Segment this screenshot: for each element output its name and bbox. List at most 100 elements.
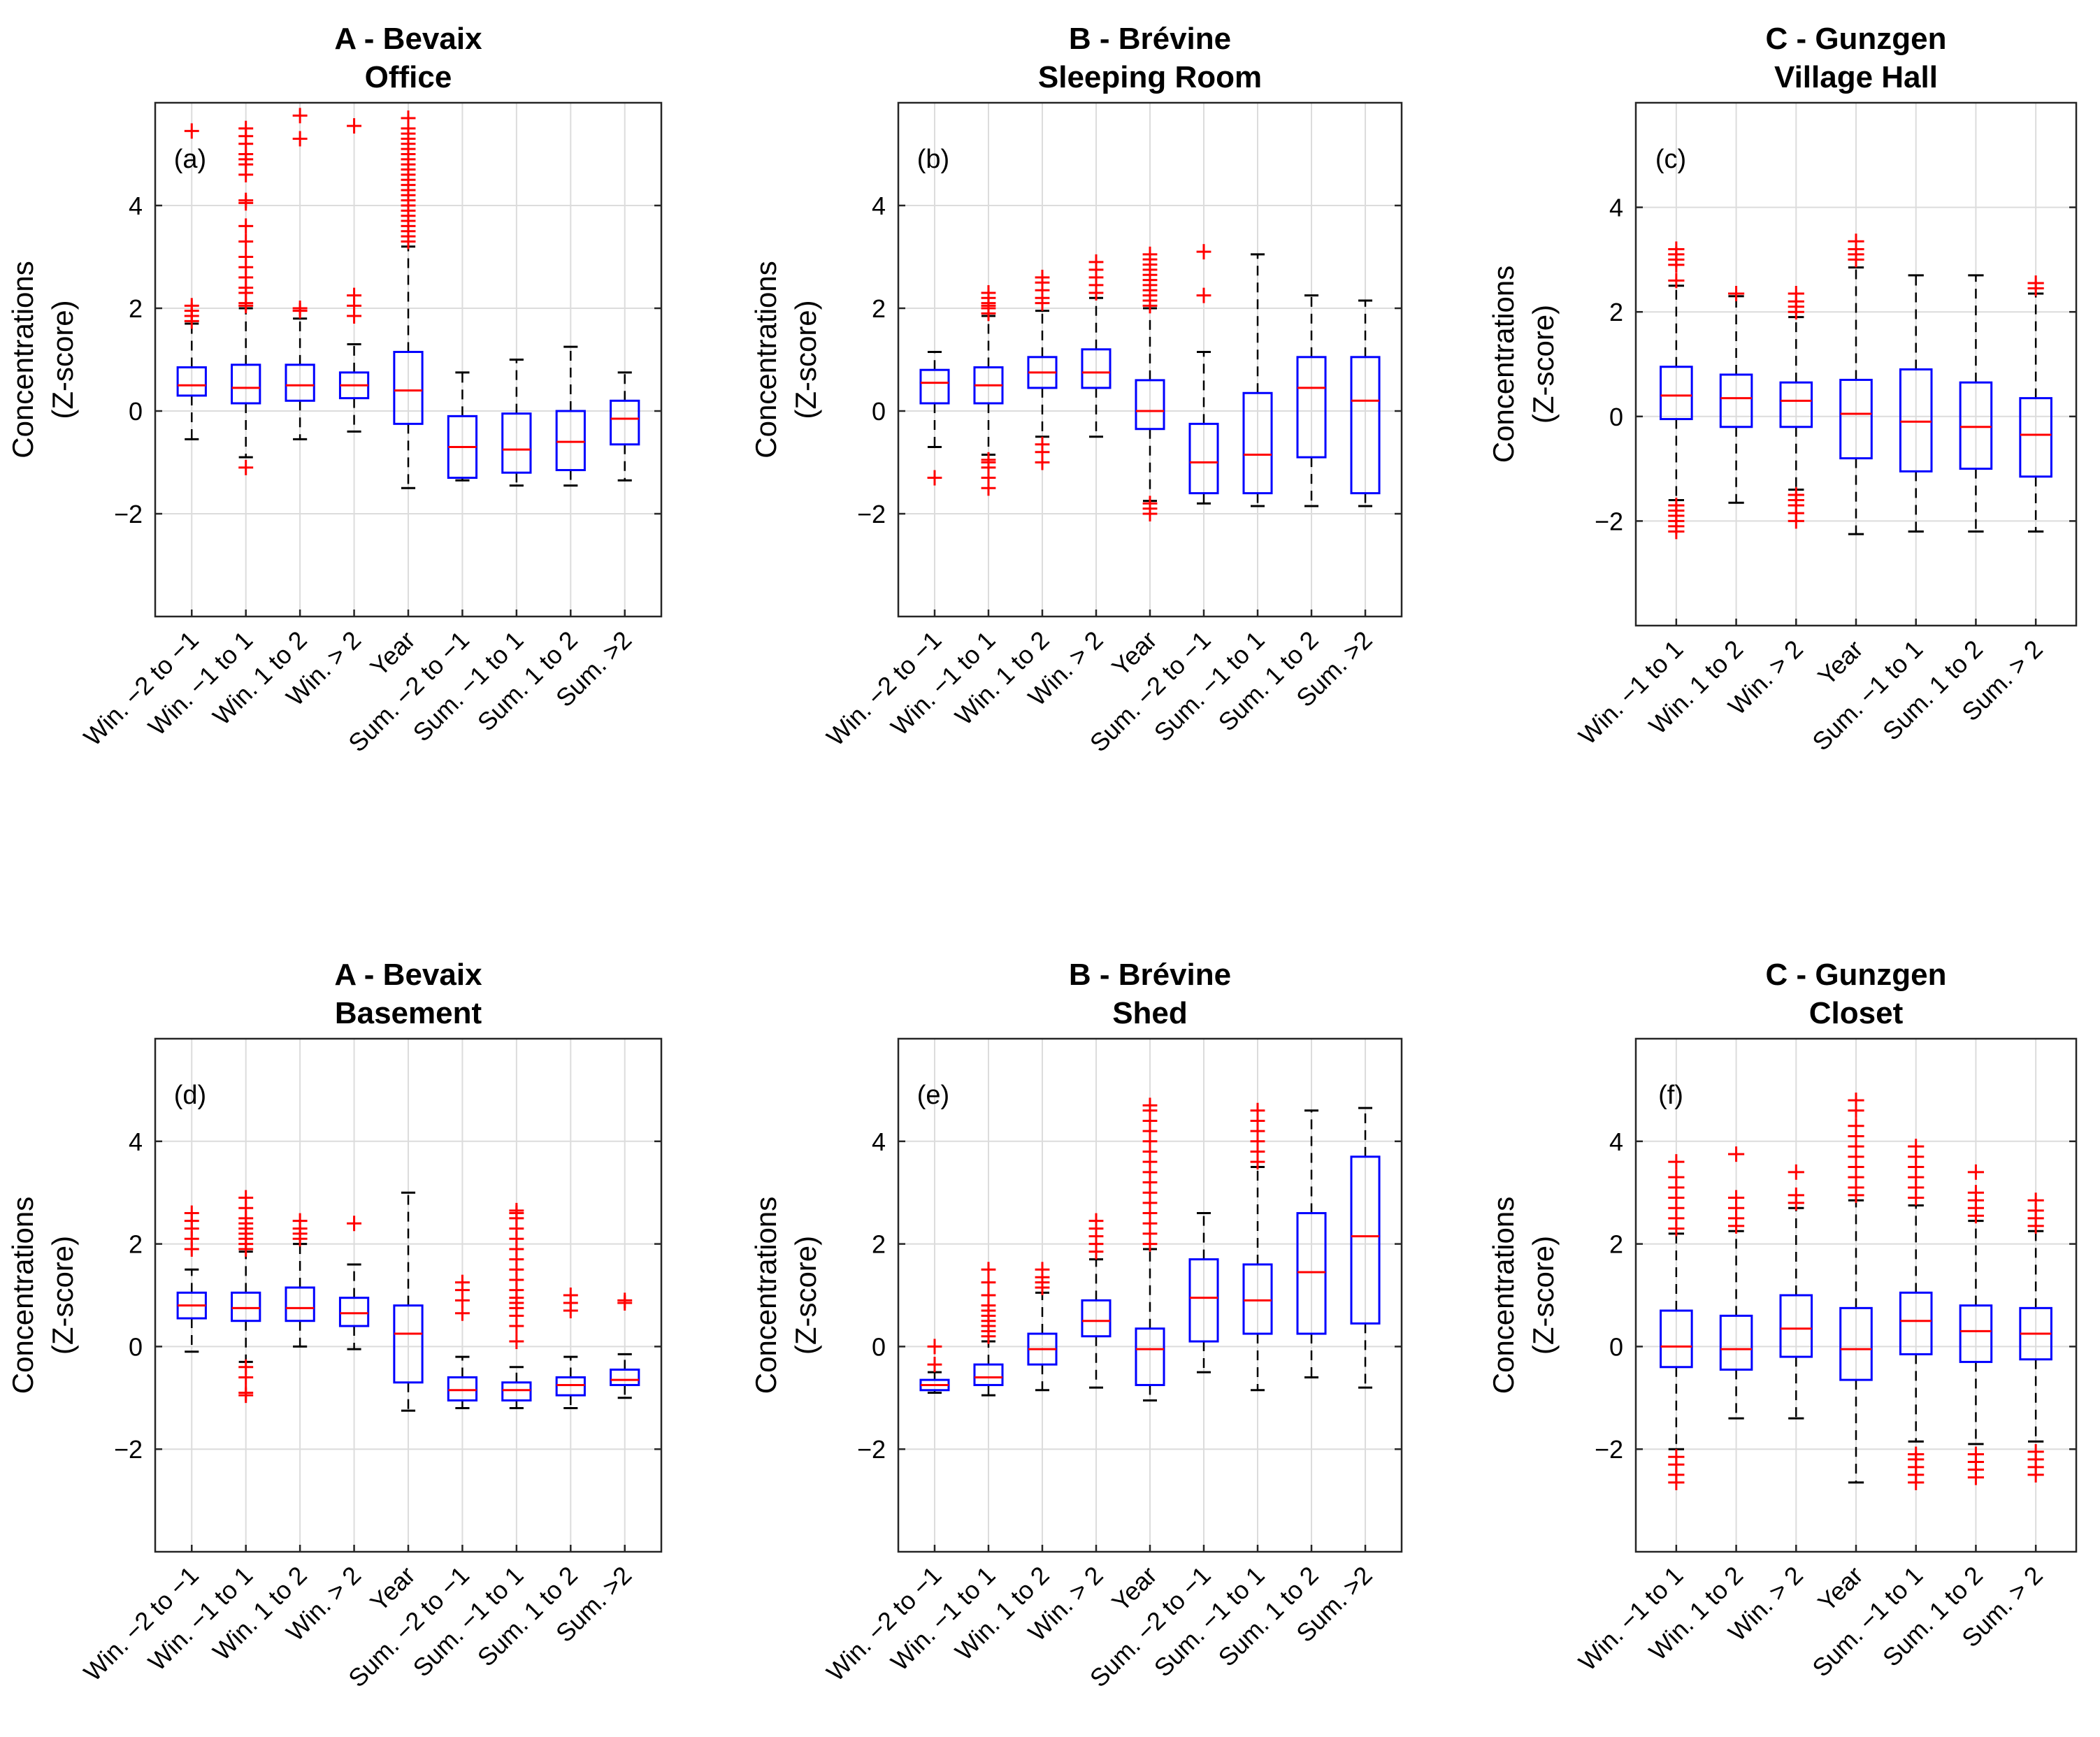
box-6 [1188,1212,1219,1374]
box-4 [1081,1213,1112,1389]
iqr-box [501,412,532,474]
y-axis-label: Concentrations [749,1197,782,1394]
y-tick-label: −2 [857,500,886,528]
outlier-marker [1668,1449,1685,1465]
y-tick-label: 2 [129,1230,143,1259]
iqr-box [1081,1299,1112,1338]
outlier-marker [184,298,199,314]
iqr-box [1839,378,1873,460]
iqr-box [1719,1314,1753,1371]
outlier-marker [1788,1164,1804,1180]
outlier-marker [401,110,416,127]
outlier-marker [1668,1169,1685,1185]
box-2 [1719,1146,1753,1420]
outlier-marker [347,118,362,134]
box-5 [393,110,424,489]
chart-subtitle: Shed [1112,996,1188,1030]
box-5 [1899,274,1933,533]
box-6 [1959,1164,1993,1485]
outlier-marker [1727,1190,1745,1206]
outlier-marker [2027,1443,2044,1459]
outlier-marker [1088,254,1104,270]
y-tick-label: −2 [1595,507,1623,535]
chart-subtitle: Closet [1809,996,1904,1030]
y-tick-label: 4 [1609,194,1623,222]
outlier-marker [1727,286,1745,302]
iqr-box [1959,1304,1993,1363]
outlier-marker [1035,436,1050,452]
box-7 [2019,1192,2052,1483]
iqr-box [1135,1327,1165,1386]
outlier-marker [1967,1446,1985,1462]
outlier-marker [454,1305,470,1321]
box-7 [2019,275,2052,533]
iqr-box [555,410,586,472]
iqr-box [1350,1155,1381,1325]
outlier-marker [927,1357,942,1373]
box-9 [1350,1107,1381,1389]
outlier-marker [2027,275,2044,291]
outlier-marker [1196,244,1211,260]
outlier-marker [1142,1097,1158,1113]
outlier-marker [1142,246,1158,262]
iqr-box [1719,373,1753,428]
y-tick-label: 0 [1609,403,1623,431]
outlier-marker [1908,1139,1925,1155]
iqr-box [1899,1291,1933,1355]
iqr-box [555,1376,586,1397]
box-1 [919,1339,950,1394]
chart-title: B - Brévine [1069,22,1231,56]
y-tick-label: 2 [872,294,886,323]
y-tick-label: 0 [129,1332,143,1361]
box-4 [1839,233,1873,535]
outlier-marker [1196,287,1211,303]
outlier-marker [1848,1093,1864,1109]
iqr-box [1135,379,1165,431]
y-tick-label: 0 [872,1332,886,1361]
outlier-marker [1668,497,1685,513]
box-8 [1296,1109,1327,1378]
chart-subtitle: Office [365,60,452,94]
chart-subtitle: Village Hall [1774,60,1938,94]
chart-subtitle: Sleeping Room [1038,60,1262,94]
iqr-box [1081,348,1112,389]
chart-title: C - Gunzgen [1765,958,1946,992]
box-8 [1296,294,1327,507]
chart-title: C - Gunzgen [1765,22,1946,56]
iqr-box [1779,1294,1813,1358]
outlier-marker [238,233,254,250]
iqr-box [2019,397,2052,478]
iqr-box [1899,368,1933,473]
chart-title: A - Bevaix [334,958,482,992]
y-axis-label-unit: (Z-score) [46,1236,79,1355]
box-8 [555,345,586,487]
box-2 [231,120,261,475]
iqr-box [231,1291,261,1322]
outlier-marker [184,123,199,139]
outlier-marker [1967,1185,1985,1201]
outlier-marker [292,131,308,147]
box-1 [1660,1154,1693,1490]
y-tick-label: 4 [872,1127,886,1156]
y-axis-label-unit: (Z-score) [789,300,822,419]
outlier-marker [238,1190,254,1206]
outlier-marker [347,287,362,303]
outlier-marker [927,470,942,486]
iqr-box [1242,391,1273,495]
iqr-box [919,368,950,405]
outlier-marker [184,1205,199,1221]
box-5 [393,1191,424,1412]
iqr-box [338,1297,370,1327]
box-7 [501,1202,532,1409]
outlier-marker [617,1292,633,1309]
iqr-box [973,1363,1004,1386]
y-axis-label: Concentrations [749,261,782,459]
outlier-marker [292,108,308,124]
box-2 [231,1190,261,1404]
outlier-marker [238,249,254,265]
box-8 [555,1288,586,1409]
